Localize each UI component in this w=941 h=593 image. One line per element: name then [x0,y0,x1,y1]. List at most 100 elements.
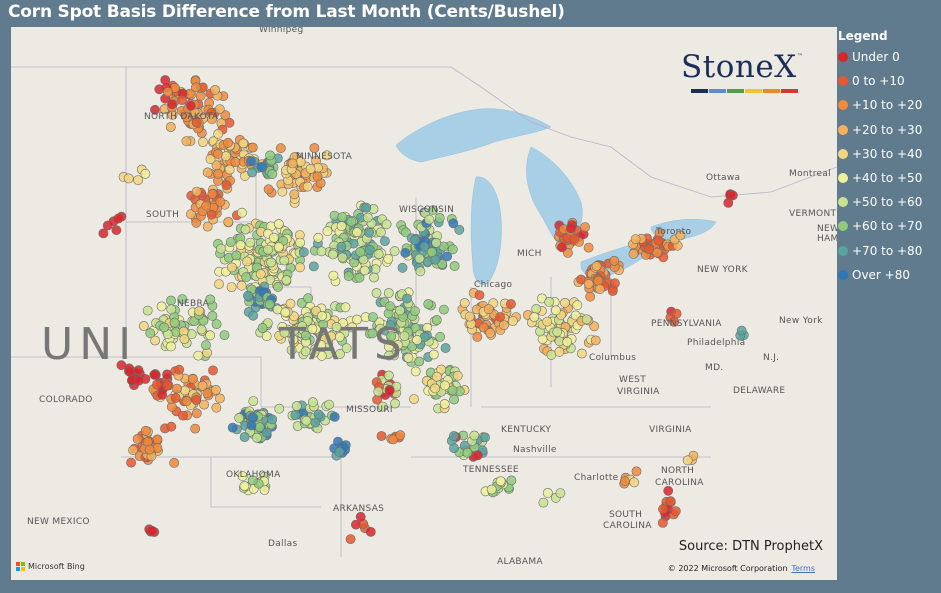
basis-point[interactable] [675,230,686,241]
basis-point[interactable] [207,188,218,199]
basis-point[interactable] [448,218,459,229]
basis-point[interactable] [385,320,396,331]
basis-point[interactable] [273,241,284,252]
basis-point[interactable] [309,143,320,153]
basis-point[interactable] [415,266,426,277]
basis-point[interactable] [194,306,204,316]
basis-point[interactable] [178,410,188,421]
basis-point[interactable] [390,398,400,409]
basis-point[interactable] [264,299,275,310]
basis-point[interactable] [297,321,307,332]
basis-point[interactable] [365,526,376,537]
basis-point[interactable] [412,335,422,345]
basis-point[interactable] [376,431,387,441]
basis-point[interactable] [196,324,207,335]
basis-point[interactable] [554,346,565,357]
basis-point[interactable] [431,371,442,382]
basis-point[interactable] [658,504,668,514]
basis-point[interactable] [138,321,149,331]
basis-point[interactable] [252,432,262,443]
basis-point[interactable] [179,334,190,344]
basis-point[interactable] [474,290,485,300]
basis-point[interactable] [157,389,168,400]
basis-point[interactable] [478,322,489,333]
basis-point[interactable] [215,196,226,207]
basis-point[interactable] [166,295,176,306]
basis-point[interactable] [268,232,279,243]
basis-point[interactable] [165,341,176,352]
basis-point[interactable] [197,380,208,391]
basis-point[interactable] [399,331,410,341]
basis-point[interactable] [207,310,218,321]
basis-point[interactable] [277,186,288,197]
basis-point[interactable] [191,186,202,197]
basis-point[interactable] [485,327,495,338]
basis-point[interactable] [462,447,473,458]
basis-point[interactable] [309,347,320,358]
basis-point[interactable] [483,304,494,314]
basis-point[interactable] [544,296,555,307]
basis-point[interactable] [381,219,392,230]
basis-point[interactable] [555,488,566,498]
basis-point[interactable] [231,250,242,261]
basis-point[interactable] [263,244,273,255]
basis-point[interactable] [207,114,217,125]
basis-point[interactable] [140,425,151,436]
basis-point[interactable] [395,305,405,316]
basis-point[interactable] [263,184,274,195]
basis-point[interactable] [201,200,212,211]
basis-point[interactable] [256,161,267,172]
basis-point[interactable] [397,262,408,273]
basis-point[interactable] [289,189,300,200]
basis-point[interactable] [629,477,640,488]
basis-point[interactable] [191,217,202,228]
basis-point[interactable] [329,411,340,422]
basis-point[interactable] [126,457,136,468]
basis-point[interactable] [337,252,348,263]
basis-point[interactable] [169,317,180,328]
basis-point[interactable] [375,227,386,238]
basis-point[interactable] [671,308,682,319]
basis-point[interactable] [426,247,437,257]
basis-point[interactable] [583,279,594,289]
basis-point[interactable] [230,157,241,167]
basis-point[interactable] [255,268,266,279]
basis-point[interactable] [174,364,185,375]
basis-point[interactable] [111,225,122,235]
basis-point[interactable] [334,446,345,457]
basis-point[interactable] [505,299,516,309]
basis-point[interactable] [609,255,620,266]
basis-point[interactable] [447,385,458,396]
basis-point[interactable] [436,364,447,375]
basis-point[interactable] [590,335,601,346]
basis-point[interactable] [142,305,153,316]
basis-point[interactable] [581,314,592,325]
basis-point[interactable] [393,340,403,350]
basis-point[interactable] [213,129,224,139]
basis-point[interactable] [414,356,425,367]
basis-point[interactable] [538,497,549,508]
basis-point[interactable] [243,290,253,301]
basis-point[interactable] [303,293,313,304]
basis-point[interactable] [227,422,238,433]
basis-point[interactable] [431,237,442,248]
basis-point[interactable] [199,399,209,410]
basis-point[interactable] [560,297,570,308]
basis-point[interactable] [159,322,169,333]
basis-point[interactable] [307,397,318,408]
basis-point[interactable] [619,476,630,487]
basis-point[interactable] [248,412,259,423]
basis-point[interactable] [386,331,397,341]
basis-point[interactable] [375,323,386,334]
basis-point[interactable] [185,100,196,111]
basis-point[interactable] [177,294,188,304]
basis-point[interactable] [266,257,276,268]
basis-point[interactable] [166,304,177,315]
basis-point[interactable] [385,301,395,311]
basis-point[interactable] [321,150,332,161]
basis-point[interactable] [211,402,222,413]
basis-point[interactable] [214,393,225,404]
basis-point[interactable] [181,112,192,123]
basis-point[interactable] [328,270,339,281]
basis-point[interactable] [410,234,421,245]
